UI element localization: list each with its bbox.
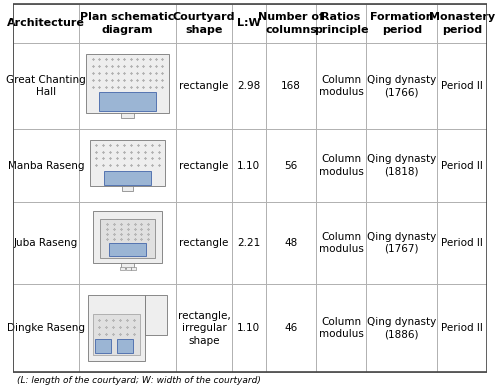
Bar <box>145 295 167 335</box>
Bar <box>266 201 316 284</box>
Text: Period II: Period II <box>442 81 484 91</box>
Bar <box>438 4 488 43</box>
Bar <box>109 243 146 256</box>
Text: Period II: Period II <box>442 161 484 171</box>
Bar <box>131 267 136 270</box>
Bar <box>366 130 438 201</box>
Text: 46: 46 <box>284 323 298 333</box>
Bar <box>13 284 79 372</box>
Text: 168: 168 <box>281 81 301 91</box>
Text: Period II: Period II <box>442 323 484 333</box>
Text: 1.10: 1.10 <box>238 323 260 333</box>
Bar <box>79 4 176 43</box>
Text: Plan schematic
diagram: Plan schematic diagram <box>80 12 175 35</box>
Text: Architecture: Architecture <box>7 19 85 28</box>
Text: Juba Raseng: Juba Raseng <box>14 238 78 248</box>
Text: Column
modulus: Column modulus <box>318 232 364 254</box>
Text: Courtyard
shape: Courtyard shape <box>173 12 236 35</box>
Text: Column
modulus: Column modulus <box>318 75 364 97</box>
Bar <box>176 4 232 43</box>
Bar <box>266 43 316 130</box>
Text: Formation
period: Formation period <box>370 12 434 35</box>
Bar <box>104 170 151 185</box>
Text: rectangle: rectangle <box>180 238 228 248</box>
Bar <box>90 140 166 187</box>
Bar <box>232 43 266 130</box>
Bar <box>266 130 316 201</box>
Text: 56: 56 <box>284 161 298 171</box>
Text: rectangle: rectangle <box>180 161 228 171</box>
Bar <box>79 284 176 372</box>
Text: rectangle,
irregular
shape: rectangle, irregular shape <box>178 311 231 346</box>
Text: Ratios
principle: Ratios principle <box>314 12 368 35</box>
Text: Column
modulus: Column modulus <box>318 154 364 177</box>
Bar <box>126 267 130 270</box>
Bar <box>88 295 145 361</box>
Bar <box>118 339 133 353</box>
Bar <box>95 339 110 353</box>
Text: 1.10: 1.10 <box>238 161 260 171</box>
Bar <box>176 43 232 130</box>
Bar <box>438 284 488 372</box>
Bar <box>232 130 266 201</box>
Bar <box>232 284 266 372</box>
Bar <box>13 201 79 284</box>
Text: Qing dynasty
(1886): Qing dynasty (1886) <box>367 317 436 340</box>
Bar <box>316 284 366 372</box>
Bar <box>122 113 134 118</box>
Bar <box>232 201 266 284</box>
Bar <box>266 284 316 372</box>
Text: Great Chanting
Hall: Great Chanting Hall <box>6 75 86 97</box>
Bar <box>13 130 79 201</box>
Bar <box>176 130 232 201</box>
Bar <box>79 201 176 284</box>
Bar <box>100 219 155 258</box>
Text: 2.21: 2.21 <box>237 238 260 248</box>
Bar <box>316 130 366 201</box>
Bar <box>13 43 79 130</box>
Bar <box>316 43 366 130</box>
Bar <box>13 4 79 43</box>
Text: Qing dynasty
(1766): Qing dynasty (1766) <box>367 75 436 97</box>
Text: Qing dynasty
(1818): Qing dynasty (1818) <box>367 154 436 177</box>
Text: Dingke Raseng: Dingke Raseng <box>7 323 85 333</box>
Text: rectangle: rectangle <box>180 81 228 91</box>
Bar <box>266 4 316 43</box>
Bar <box>366 43 438 130</box>
Bar <box>79 130 176 201</box>
Bar <box>438 43 488 130</box>
Bar <box>120 267 125 270</box>
Text: Qing dynasty
(1767): Qing dynasty (1767) <box>367 232 436 254</box>
Text: 2.98: 2.98 <box>237 81 260 91</box>
Bar <box>366 4 438 43</box>
Text: L:W: L:W <box>237 19 260 28</box>
Bar <box>86 54 169 113</box>
Bar <box>438 130 488 201</box>
Bar <box>176 201 232 284</box>
Bar <box>79 43 176 130</box>
Bar <box>316 201 366 284</box>
Text: Number of
columns: Number of columns <box>258 12 324 35</box>
Text: Column
modulus: Column modulus <box>318 317 364 340</box>
Bar <box>316 4 366 43</box>
Text: Manba Raseng: Manba Raseng <box>8 161 84 171</box>
Text: Period II: Period II <box>442 238 484 248</box>
Text: (L: length of the courtyard; W: width of the courtyard): (L: length of the courtyard; W: width of… <box>17 376 260 385</box>
Bar <box>176 284 232 372</box>
Bar <box>99 92 156 111</box>
Bar <box>122 187 133 191</box>
Bar <box>94 314 140 355</box>
Bar <box>94 211 162 263</box>
Bar <box>232 4 266 43</box>
Text: 48: 48 <box>284 238 298 248</box>
Bar <box>438 201 488 284</box>
Bar <box>366 201 438 284</box>
Bar <box>122 263 134 268</box>
Text: Monastery
period: Monastery period <box>430 12 496 35</box>
Bar <box>366 284 438 372</box>
